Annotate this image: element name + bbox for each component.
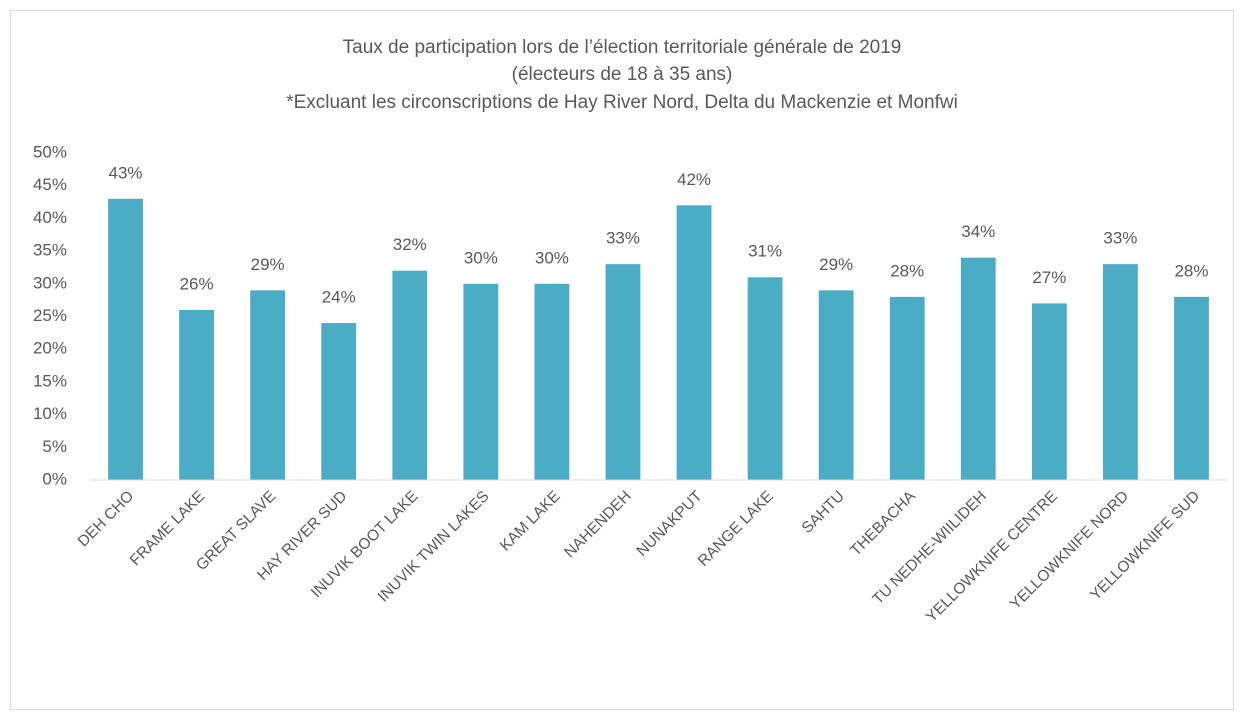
value-label: 43% (109, 163, 143, 182)
bar (463, 283, 499, 480)
y-tick-label: 30% (33, 273, 67, 292)
y-tick-label: 20% (33, 339, 67, 358)
bar (605, 264, 641, 480)
bar (108, 198, 143, 480)
value-label: 34% (961, 222, 995, 241)
bar (960, 257, 996, 480)
value-label: 28% (890, 261, 924, 280)
value-label: 30% (464, 248, 498, 267)
bar (747, 277, 783, 480)
bar (179, 309, 215, 480)
value-label: 24% (322, 288, 356, 307)
y-tick-label: 40% (33, 208, 67, 227)
y-tick-label: 50% (33, 142, 67, 161)
y-tick-label: 15% (33, 371, 67, 390)
value-label: 33% (1103, 229, 1137, 248)
bar (1174, 296, 1209, 480)
y-tick-label: 10% (33, 404, 67, 423)
value-label: 29% (819, 255, 853, 274)
value-label: 33% (606, 229, 640, 248)
bar (1031, 303, 1067, 480)
value-label: 32% (393, 235, 427, 254)
value-label: 29% (251, 255, 285, 274)
y-tick-label: 25% (33, 306, 67, 325)
bar (534, 283, 570, 480)
chart-title: Taux de participation lors de l’élection… (343, 37, 902, 58)
bar (321, 323, 357, 480)
bar (1102, 264, 1138, 480)
bar (676, 205, 712, 480)
value-label: 28% (1174, 261, 1208, 280)
y-tick-label: 35% (33, 241, 67, 260)
value-label: 42% (677, 170, 711, 189)
chart-title: *Excluant les circonscriptions de Hay Ri… (286, 92, 958, 113)
value-label: 31% (748, 242, 782, 261)
y-tick-label: 5% (42, 437, 67, 456)
y-tick-label: 45% (33, 175, 67, 194)
bar (818, 290, 854, 480)
bar (392, 270, 428, 480)
chart-title: (électeurs de 18 à 35 ans) (512, 64, 733, 85)
value-label: 27% (1032, 268, 1066, 287)
value-label: 26% (180, 274, 214, 293)
value-label: 30% (535, 248, 569, 267)
bar (250, 290, 286, 480)
y-tick-label: 0% (42, 469, 67, 488)
bar (889, 296, 925, 480)
